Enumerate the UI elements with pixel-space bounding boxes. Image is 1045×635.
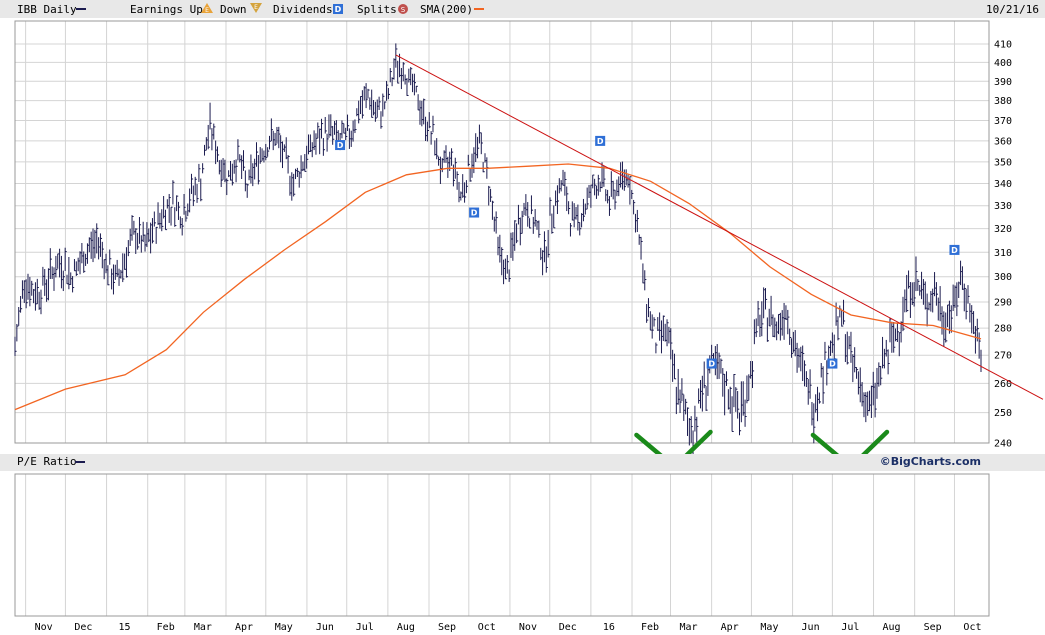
y-axis: 240 250 260 270 280 290 300 310 320 330 340 350 360 3… <box>994 40 1012 450</box>
y-tick-label: 300 <box>994 272 1012 283</box>
x-tick-label: Mar <box>194 622 212 633</box>
earnings-down-icon-letter: E <box>254 4 258 11</box>
dividend-marker-letter: D <box>829 360 836 369</box>
x-tick-label: 15 <box>119 622 131 633</box>
y-tick-label: 360 <box>994 136 1012 147</box>
y-tick-label: 320 <box>994 224 1012 235</box>
x-axis: Nov Dec 15 Feb Mar Apr May Jun Jul Aug Sep Oct Nov De… <box>35 622 982 633</box>
price-series <box>14 43 982 462</box>
y-tick-label: 260 <box>994 379 1012 390</box>
dividend-marker-box <box>706 358 717 369</box>
dividend-marker-box <box>335 140 346 151</box>
y-tick-label: 350 <box>994 157 1012 168</box>
lower-panel-grid <box>25 474 955 616</box>
dividend-marker: D <box>827 358 838 369</box>
dividend-marker-letter: D <box>597 137 604 146</box>
x-tick-label: Aug <box>882 622 900 633</box>
y-tick-label: 290 <box>994 298 1012 309</box>
trendline <box>395 54 1044 400</box>
y-tick-label: 270 <box>994 351 1012 362</box>
x-tick-label: Dec <box>74 622 92 633</box>
x-tick-label: Sep <box>924 622 942 633</box>
y-tick-label: 310 <box>994 248 1012 259</box>
earnings-up-label: Earnings Up <box>130 3 203 16</box>
dividend-marker-box <box>827 358 838 369</box>
x-tick-label: Feb <box>157 622 175 633</box>
price-legend-swatch <box>76 8 86 10</box>
dividend-marker-box <box>949 244 960 255</box>
x-tick-label: Jun <box>316 622 334 633</box>
x-tick-label: Mar <box>679 622 697 633</box>
dividend-marker-letter: D <box>471 209 478 218</box>
pe-ratio-label: P/E Ratio <box>17 455 77 468</box>
x-tick-label: Aug <box>397 622 415 633</box>
x-tick-label: Sep <box>438 622 456 633</box>
symbol-label: IBB Daily <box>17 3 77 16</box>
header-band <box>0 0 1045 18</box>
y-tick-label: 380 <box>994 96 1012 107</box>
split-legend-icon: S <box>398 4 408 14</box>
dividend-marker: D <box>335 140 346 151</box>
y-tick-label: 240 <box>994 439 1012 450</box>
x-tick-label: Dec <box>559 622 577 633</box>
x-tick-label: Oct <box>478 622 496 633</box>
dividend-legend-icon: D <box>333 4 343 14</box>
x-tick-label: May <box>760 622 778 633</box>
dividends-label: Dividends <box>273 3 333 16</box>
pe-ratio-panel-frame <box>14 473 990 617</box>
x-tick-label: Oct <box>963 622 981 633</box>
y-tick-label: 370 <box>994 116 1012 127</box>
brand-watermark: ©BigCharts.com <box>880 455 981 468</box>
x-tick-label: Nov <box>35 622 53 633</box>
x-tick-label: Apr <box>721 622 739 633</box>
y-tick-label: 280 <box>994 324 1012 335</box>
y-tick-label: 330 <box>994 201 1012 212</box>
dividend-marker-box <box>595 135 606 146</box>
sma-legend-swatch <box>474 8 484 10</box>
x-tick-label: Feb <box>641 622 659 633</box>
dividend-markers: D D D D D D <box>335 135 960 369</box>
dividend-marker: D <box>949 244 960 255</box>
earnings-down-icon: E <box>250 3 262 13</box>
x-tick-label: 16 <box>603 622 615 633</box>
x-tick-label: Jul <box>841 622 859 633</box>
dividend-marker: D <box>595 135 606 146</box>
earnings-up-icon-letter: E <box>205 7 209 14</box>
lower-panel-band <box>0 454 1045 471</box>
sma200-line <box>14 163 982 411</box>
split-legend-letter: S <box>401 6 406 14</box>
x-tick-label: Apr <box>235 622 253 633</box>
x-tick-label: May <box>275 622 293 633</box>
price-panel-frame <box>14 20 990 444</box>
dividend-marker: D <box>706 358 717 369</box>
y-tick-label: 390 <box>994 77 1012 88</box>
y-tick-label: 410 <box>994 40 1012 51</box>
dividend-marker-letter: D <box>337 141 344 150</box>
pe-ratio-swatch <box>75 461 85 463</box>
x-tick-label: Jun <box>802 622 820 633</box>
dividend-marker-box <box>469 207 480 218</box>
dividend-legend-letter: D <box>335 5 342 14</box>
dividend-marker: D <box>469 207 480 218</box>
chart-date: 10/21/16 <box>986 3 1039 16</box>
down-label: Down <box>220 3 247 16</box>
y-tick-label: 250 <box>994 408 1012 419</box>
dividend-marker-letter: D <box>708 360 715 369</box>
x-tick-label: Jul <box>356 622 374 633</box>
y-tick-label: 400 <box>994 58 1012 69</box>
sma-label: SMA(200) <box>420 3 473 16</box>
y-tick-label: 340 <box>994 179 1012 190</box>
dividend-marker-letter: D <box>951 246 958 255</box>
x-tick-label: Nov <box>519 622 537 633</box>
earnings-up-icon: E <box>201 3 213 14</box>
splits-label: Splits <box>357 3 397 16</box>
grid <box>15 21 989 444</box>
